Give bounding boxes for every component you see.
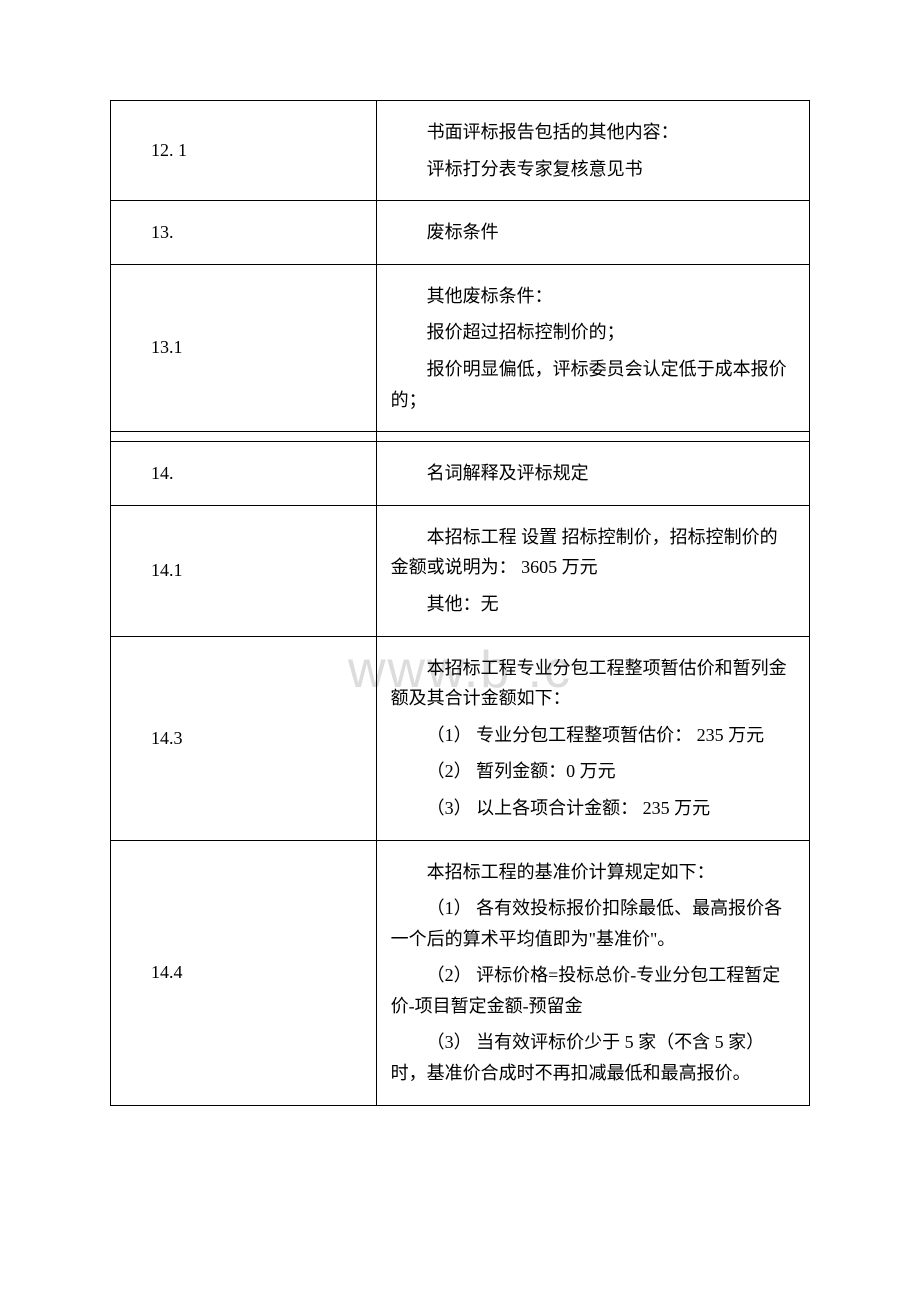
table-row: 14. 名词解释及评标规定 xyxy=(111,442,810,506)
content-paragraph: （1） 各有效投标报价扣除最低、最高报价各一个后的算术平均值即为"基准价"。 xyxy=(391,893,795,954)
section-content: 废标条件 xyxy=(376,201,809,265)
table-row: 13.1 其他废标条件： 报价超过招标控制价的； 报价明显偏低，评标委员会认定低… xyxy=(111,264,810,431)
content-paragraph: （3） 当有效评标价少于 5 家（不含 5 家）时，基准价合成时不再扣减最低和最… xyxy=(391,1027,795,1088)
section-content: 名词解释及评标规定 xyxy=(376,442,809,506)
content-paragraph: 本招标工程的基准价计算规定如下： xyxy=(391,857,795,888)
section-number: 14.1 xyxy=(111,505,377,636)
section-number: 13. xyxy=(111,201,377,265)
section-number: 12. 1 xyxy=(111,101,377,201)
table-row: 14.4 本招标工程的基准价计算规定如下： （1） 各有效投标报价扣除最低、最高… xyxy=(111,840,810,1105)
table-row: 14.1 本招标工程 设置 招标控制价，招标控制价的金额或说明为： 3605 万… xyxy=(111,505,810,636)
content-paragraph: 报价明显偏低，评标委员会认定低于成本报价的； xyxy=(391,354,795,415)
section-number: 13.1 xyxy=(111,264,377,431)
section-number: 14.4 xyxy=(111,840,377,1105)
content-paragraph: 评标打分表专家复核意见书 xyxy=(391,154,795,185)
section-number: 14. xyxy=(111,442,377,506)
section-content: 本招标工程 设置 招标控制价，招标控制价的金额或说明为： 3605 万元 其他：… xyxy=(376,505,809,636)
content-paragraph: （2） 评标价格=投标总价-专业分包工程暂定价-项目暂定金额-预留金 xyxy=(391,960,795,1021)
section-content: 本招标工程专业分包工程整项暂估价和暂列金额及其合计金额如下： （1） 专业分包工… xyxy=(376,636,809,840)
spacer-cell xyxy=(376,432,809,442)
content-paragraph: （1） 专业分包工程整项暂估价： 235 万元 xyxy=(391,720,795,751)
section-content: 其他废标条件： 报价超过招标控制价的； 报价明显偏低，评标委员会认定低于成本报价… xyxy=(376,264,809,431)
document-table: 12. 1 书面评标报告包括的其他内容： 评标打分表专家复核意见书 13. 废标… xyxy=(110,100,810,1106)
content-paragraph: （3） 以上各项合计金额： 235 万元 xyxy=(391,793,795,824)
spacer-cell xyxy=(111,432,377,442)
section-content: 书面评标报告包括的其他内容： 评标打分表专家复核意见书 xyxy=(376,101,809,201)
content-paragraph: 其他：无 xyxy=(391,589,795,620)
content-paragraph: 报价超过招标控制价的； xyxy=(391,317,795,348)
section-number: 14.3 xyxy=(111,636,377,840)
section-content: 本招标工程的基准价计算规定如下： （1） 各有效投标报价扣除最低、最高报价各一个… xyxy=(376,840,809,1105)
content-paragraph: 书面评标报告包括的其他内容： xyxy=(391,117,795,148)
content-paragraph: 名词解释及评标规定 xyxy=(391,458,795,489)
content-paragraph: 本招标工程专业分包工程整项暂估价和暂列金额及其合计金额如下： xyxy=(391,653,795,714)
spacer-row xyxy=(111,432,810,442)
table-row: 14.3 本招标工程专业分包工程整项暂估价和暂列金额及其合计金额如下： （1） … xyxy=(111,636,810,840)
table-row: 13. 废标条件 xyxy=(111,201,810,265)
content-paragraph: 本招标工程 设置 招标控制价，招标控制价的金额或说明为： 3605 万元 xyxy=(391,522,795,583)
table-row: 12. 1 书面评标报告包括的其他内容： 评标打分表专家复核意见书 xyxy=(111,101,810,201)
content-paragraph: 其他废标条件： xyxy=(391,281,795,312)
content-paragraph: 废标条件 xyxy=(391,217,795,248)
content-paragraph: （2） 暂列金额：0 万元 xyxy=(391,756,795,787)
